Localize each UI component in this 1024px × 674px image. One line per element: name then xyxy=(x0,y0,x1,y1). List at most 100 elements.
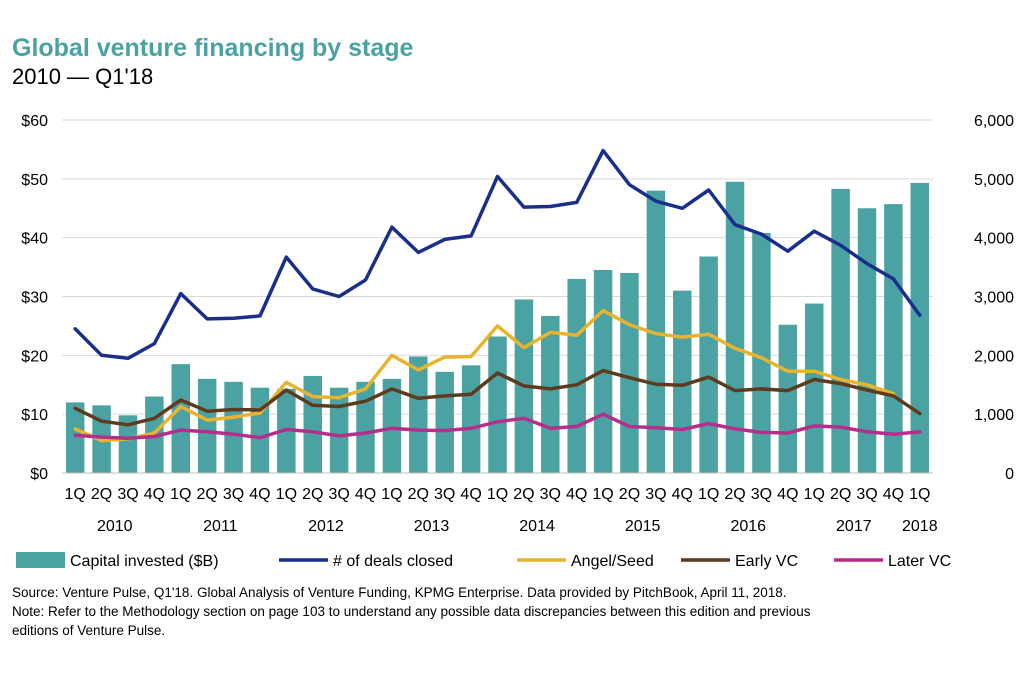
source-note: Source: Venture Pulse, Q1'18. Global Ana… xyxy=(12,583,1012,640)
x-quarter-label: 3Q xyxy=(434,486,455,503)
x-quarter-label: 3Q xyxy=(540,486,561,503)
capital-bar xyxy=(65,402,85,473)
y-right-tick-label: 1,000 xyxy=(974,407,1014,424)
capital-bar xyxy=(382,378,402,473)
capital-bar xyxy=(461,365,481,473)
y-right-tick-label: 5,000 xyxy=(974,172,1014,189)
capital-bar xyxy=(197,378,217,473)
capital-bar xyxy=(778,324,798,473)
legend-swatch-bar xyxy=(16,552,65,568)
x-quarter-label: 1Q xyxy=(698,486,719,503)
venture-financing-chart: $0 0 $10 1,000 $20 2,000 $30 3,000 $40 4,000 $50 5,… xyxy=(16,113,1014,570)
x-year-label: 2015 xyxy=(625,518,661,535)
deal-lines xyxy=(73,148,922,443)
y-left-tick-label: $20 xyxy=(21,348,48,365)
x-quarter-label: 2Q xyxy=(724,486,745,503)
capital-bar xyxy=(752,232,771,473)
legend-item: Angel/Seed xyxy=(517,553,654,570)
x-quarter-label: 3Q xyxy=(223,486,244,503)
angel-seed-line xyxy=(73,308,896,443)
legend-item: Capital invested ($B) xyxy=(16,552,219,570)
capital-bar xyxy=(620,272,639,473)
axes: $0 0 $10 1,000 $20 2,000 $30 3,000 $40 4,000 $50 5,… xyxy=(21,113,1014,535)
x-quarter-label: 1Q xyxy=(276,486,297,503)
y-left-tick-label: $40 xyxy=(21,231,48,248)
legend-item: Early VC xyxy=(681,553,798,570)
legend-item: Later VC xyxy=(834,553,951,570)
capital-bar xyxy=(409,356,428,473)
chart-title: Global venture financing by stage xyxy=(12,34,414,62)
capital-bar xyxy=(804,303,824,473)
y-right-tick-label: 4,000 xyxy=(974,231,1014,248)
x-quarter-label: 2Q xyxy=(619,486,640,503)
later-vc-line xyxy=(73,412,922,441)
x-quarter-label: 4Q xyxy=(355,486,376,503)
x-quarter-label: 4Q xyxy=(672,486,693,503)
of-deals-closed-line xyxy=(73,148,922,361)
x-quarter-label: 2Q xyxy=(302,486,323,503)
x-quarter-label: 2Q xyxy=(196,486,217,503)
legend-label: Capital invested ($B) xyxy=(70,553,219,570)
x-quarter-label: 3Q xyxy=(117,486,138,503)
x-year-label: 2011 xyxy=(203,518,238,535)
capital-bar xyxy=(250,387,270,473)
x-quarter-label: 1Q xyxy=(909,486,930,503)
y-left-tick-label: $60 xyxy=(21,113,48,130)
capital-bar xyxy=(857,208,877,473)
x-year-label: 2017 xyxy=(836,518,872,535)
y-left-tick-label: $30 xyxy=(21,290,48,307)
x-quarter-label: 1Q xyxy=(804,486,825,503)
capital-bar xyxy=(567,278,586,473)
chart-subtitle: 2010 — Q1'18 xyxy=(12,64,154,89)
capital-bar xyxy=(699,256,718,473)
capital-bar xyxy=(541,315,560,473)
x-year-label: 2018 xyxy=(902,518,938,535)
legend-label: # of deals closed xyxy=(333,553,453,570)
x-year-label: 2012 xyxy=(308,518,344,535)
x-quarter-label: 1Q xyxy=(381,486,402,503)
capital-bar xyxy=(488,336,507,473)
x-quarter-label: 4Q xyxy=(460,486,481,503)
x-year-label: 2016 xyxy=(730,518,766,535)
capital-bar xyxy=(224,381,243,473)
x-quarter-label: 2Q xyxy=(408,486,429,503)
source-text: Source: Venture Pulse, Q1'18. Global Ana… xyxy=(12,585,787,600)
capital-bar xyxy=(118,415,138,473)
legend-label: Angel/Seed xyxy=(571,553,654,570)
y-left-tick-label: $0 xyxy=(30,466,48,483)
x-year-label: 2014 xyxy=(519,518,555,535)
x-quarter-label: 4Q xyxy=(777,486,798,503)
early-vc-line xyxy=(73,368,922,427)
capital-bar xyxy=(303,375,322,473)
x-quarter-label: 1Q xyxy=(592,486,613,503)
capital-bar xyxy=(884,204,903,474)
legend-item: # of deals closed xyxy=(279,553,453,570)
y-right-tick-label: 3,000 xyxy=(974,290,1014,307)
capital-bar xyxy=(725,181,745,473)
capital-bar xyxy=(910,182,930,473)
x-quarter-label: 2Q xyxy=(513,486,534,503)
y-right-tick-label: 6,000 xyxy=(974,113,1014,130)
x-quarter-label: 4Q xyxy=(566,486,587,503)
x-quarter-label: 3Q xyxy=(645,486,666,503)
x-quarter-label: 4Q xyxy=(249,486,270,503)
x-year-label: 2013 xyxy=(414,518,450,535)
capital-bar xyxy=(356,381,375,473)
legend: Capital invested ($B) # of deals closed An… xyxy=(16,552,951,570)
y-right-tick-label: 0 xyxy=(1005,466,1014,483)
x-quarter-label: 4Q xyxy=(883,486,904,503)
y-right-tick-label: 2,000 xyxy=(974,348,1014,365)
note-text-line1: Note: Refer to the Methodology section o… xyxy=(12,604,811,619)
x-quarter-label: 2Q xyxy=(91,486,112,503)
capital-bar xyxy=(329,387,349,473)
x-quarter-label: 2Q xyxy=(830,486,851,503)
x-quarter-label: 1Q xyxy=(65,486,86,503)
y-left-tick-label: $10 xyxy=(21,407,48,424)
x-quarter-label: 1Q xyxy=(487,486,508,503)
legend-label: Early VC xyxy=(735,553,798,570)
capital-bar xyxy=(831,188,850,473)
x-year-label: 2010 xyxy=(97,518,133,535)
x-quarter-label: 3Q xyxy=(856,486,877,503)
y-left-tick-label: $50 xyxy=(21,172,48,189)
note-text-line2: editions of Venture Pulse. xyxy=(12,623,166,638)
